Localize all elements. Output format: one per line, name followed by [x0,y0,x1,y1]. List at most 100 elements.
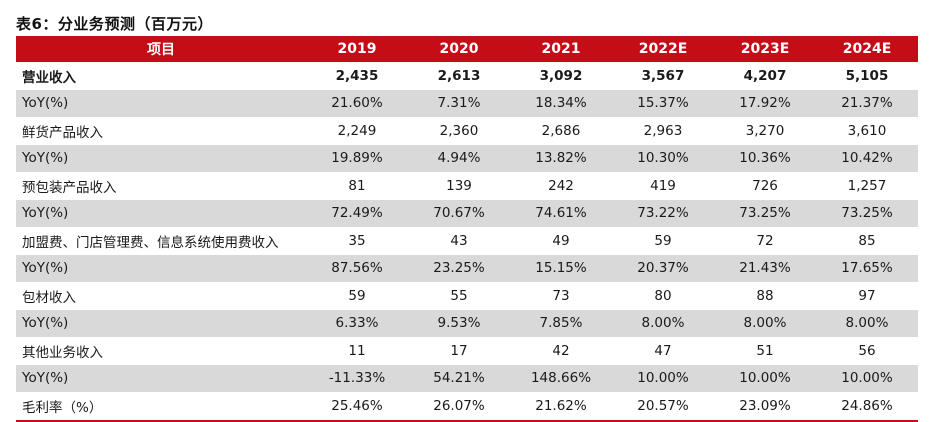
table-cell: 74.61% [510,199,612,227]
table-cell: 73 [552,287,570,304]
row-label: 营业收入 [22,69,76,86]
table-cell: 73.25% [816,199,918,227]
table-row: 毛利率（%） 25.46% 26.07% 21.62% 20.57% 23.09% 24.8… [16,392,918,422]
table-cell: 42 [552,342,570,359]
row-label: YoY(%) [16,254,306,282]
table-row: 鲜货产品收入 2,249 2,360 2,686 2,963 3,270 3,610 [16,117,918,145]
table-cell: 3,567 [641,67,685,84]
table-cell: 2,249 [337,122,377,139]
table-cell: 97 [858,287,876,304]
row-label: YoY(%) [16,199,306,227]
table-cell: 56 [858,342,876,359]
table-cell: 10.00% [612,364,714,392]
row-label: YoY(%) [16,309,306,337]
table-cell: 35 [348,232,366,249]
table-cell: 4,207 [743,67,787,84]
table-cell: -11.33% [306,364,408,392]
table-cell: 8.00% [612,309,714,337]
header-2022e: 2022E [612,36,714,62]
table-cell: 73.25% [714,199,816,227]
table-cell: 2,360 [439,122,479,139]
table-cell: 3,270 [745,122,785,139]
row-label: 毛利率（%） [16,392,306,422]
table-cell: 81 [348,177,366,194]
table-cell: 72.49% [306,199,408,227]
table-row: 营业收入 2,435 2,613 3,092 3,567 4,207 5,105 [16,62,918,90]
table-cell: 24.86% [816,392,918,422]
table-row: 加盟费、门店管理费、信息系统使用费收入 35 43 49 59 72 85 [16,227,918,255]
table-row: 预包装产品收入 81 139 242 419 726 1,257 [16,172,918,200]
table-cell: 59 [654,232,672,249]
row-label: 其他业务收入 [22,344,103,361]
table-cell: 148.66% [510,364,612,392]
table-cell: 726 [752,177,778,194]
table-cell: 70.67% [408,199,510,227]
header-2019: 2019 [306,36,408,62]
table-row: YoY(%) 21.60% 7.31% 18.34% 15.37% 17.92% 21.37… [16,89,918,117]
row-label: 加盟费、门店管理费、信息系统使用费收入 [22,234,279,251]
table-cell: 13.82% [510,144,612,172]
table-cell: 10.42% [816,144,918,172]
table-cell: 20.37% [612,254,714,282]
table-cell: 54.21% [408,364,510,392]
table-cell: 10.00% [816,364,918,392]
table-cell: 8.00% [816,309,918,337]
table-cell: 23.25% [408,254,510,282]
table-cell: 25.46% [306,392,408,422]
table-cell: 10.36% [714,144,816,172]
table-cell: 419 [650,177,676,194]
table-cell: 17.92% [714,89,816,117]
table-cell: 3,092 [539,67,583,84]
cropped-previous-text [16,0,446,4]
table-cell: 72 [756,232,774,249]
table-cell: 18.34% [510,89,612,117]
table-cell: 21.62% [510,392,612,422]
table-cell: 49 [552,232,570,249]
row-label: YoY(%) [16,89,306,117]
table-cell: 9.53% [408,309,510,337]
table-cell: 139 [446,177,472,194]
table-row: 包材收入 59 55 73 80 88 97 [16,282,918,310]
header-2024e: 2024E [816,36,918,62]
table-cell: 10.30% [612,144,714,172]
table-cell: 17.65% [816,254,918,282]
table-row: 其他业务收入 11 17 42 47 51 56 [16,337,918,365]
table-title: 表6：分业务预测（百万元） [16,15,213,33]
table-cell: 19.89% [306,144,408,172]
header-2023e: 2023E [714,36,816,62]
table-cell: 242 [548,177,574,194]
row-label: YoY(%) [16,144,306,172]
table-cell: 23.09% [714,392,816,422]
table-cell: 26.07% [408,392,510,422]
table-cell: 51 [756,342,774,359]
table-cell: 11 [348,342,366,359]
table-cell: 15.15% [510,254,612,282]
header-2021: 2021 [510,36,612,62]
table-cell: 7.31% [408,89,510,117]
table-cell: 2,435 [335,67,379,84]
table-cell: 7.85% [510,309,612,337]
table-cell: 5,105 [845,67,889,84]
table-cell: 1,257 [847,177,887,194]
table-cell: 8.00% [714,309,816,337]
table-cell: 21.60% [306,89,408,117]
table-cell: 2,963 [643,122,683,139]
table-cell: 43 [450,232,468,249]
table-cell: 17 [450,342,468,359]
row-label: YoY(%) [16,364,306,392]
table-cell: 87.56% [306,254,408,282]
table-row: YoY(%) -11.33% 54.21% 148.66% 10.00% 10.00% 10… [16,364,918,392]
table-cell: 20.57% [612,392,714,422]
table-cell: 85 [858,232,876,249]
table-cell: 4.94% [408,144,510,172]
table-cell: 3,610 [847,122,887,139]
row-label: 鲜货产品收入 [22,124,103,141]
table-cell: 59 [348,287,366,304]
table-row: YoY(%) 6.33% 9.53% 7.85% 8.00% 8.00% 8.00% [16,309,918,337]
header-item: 项目 [16,36,306,62]
table-cell: 2,686 [541,122,581,139]
table-row: YoY(%) 72.49% 70.67% 74.61% 73.22% 73.25% 73.2… [16,199,918,227]
table-cell: 2,613 [437,67,481,84]
table-cell: 21.43% [714,254,816,282]
row-label: 包材收入 [22,289,76,306]
